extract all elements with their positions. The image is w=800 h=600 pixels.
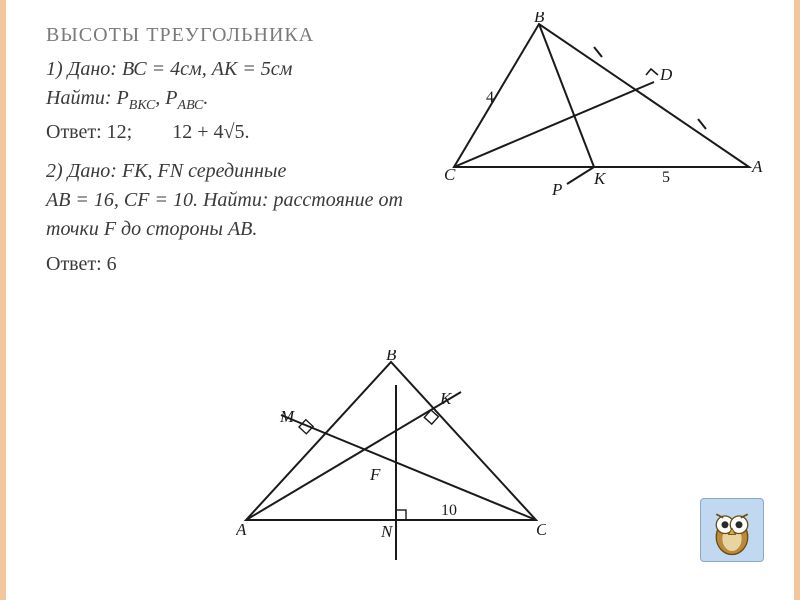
fig2-label-C: C	[536, 520, 546, 539]
p2-answer: Ответ: 6	[46, 250, 764, 279]
fig2-label-K: K	[439, 389, 453, 408]
p2-line3: точки F до стороны АВ.	[46, 215, 764, 244]
fig1-label-P: P	[551, 180, 562, 197]
fig1-label-C: C	[444, 165, 456, 184]
p1-mid: , Р	[155, 87, 177, 109]
fig2-label-N: N	[380, 522, 394, 541]
fig2-label-F: F	[369, 465, 381, 484]
p1-suffix: .	[203, 87, 208, 109]
fig2-label-B: B	[386, 350, 397, 364]
p1-sub1: ВКС	[129, 98, 156, 113]
owl-icon	[700, 498, 764, 562]
fig1-label-A: A	[751, 157, 763, 176]
fig2-num-10: 10	[441, 502, 457, 519]
fig1-label-D: D	[659, 65, 673, 84]
p1-sub2: АВС	[178, 98, 204, 113]
fig1-label-B: B	[534, 12, 545, 26]
figure-2: A B C M K F N 10	[236, 350, 546, 560]
fig1-num-5: 5	[662, 169, 670, 186]
fig2-label-M: M	[279, 407, 295, 426]
fig2-label-A: A	[236, 520, 247, 539]
fig1-label-K: K	[593, 169, 607, 188]
figure-1: A B C D K P 4 5	[444, 12, 764, 187]
p1-find-prefix: Найти: Р	[46, 87, 129, 109]
fig1-num-4: 4	[486, 89, 494, 106]
